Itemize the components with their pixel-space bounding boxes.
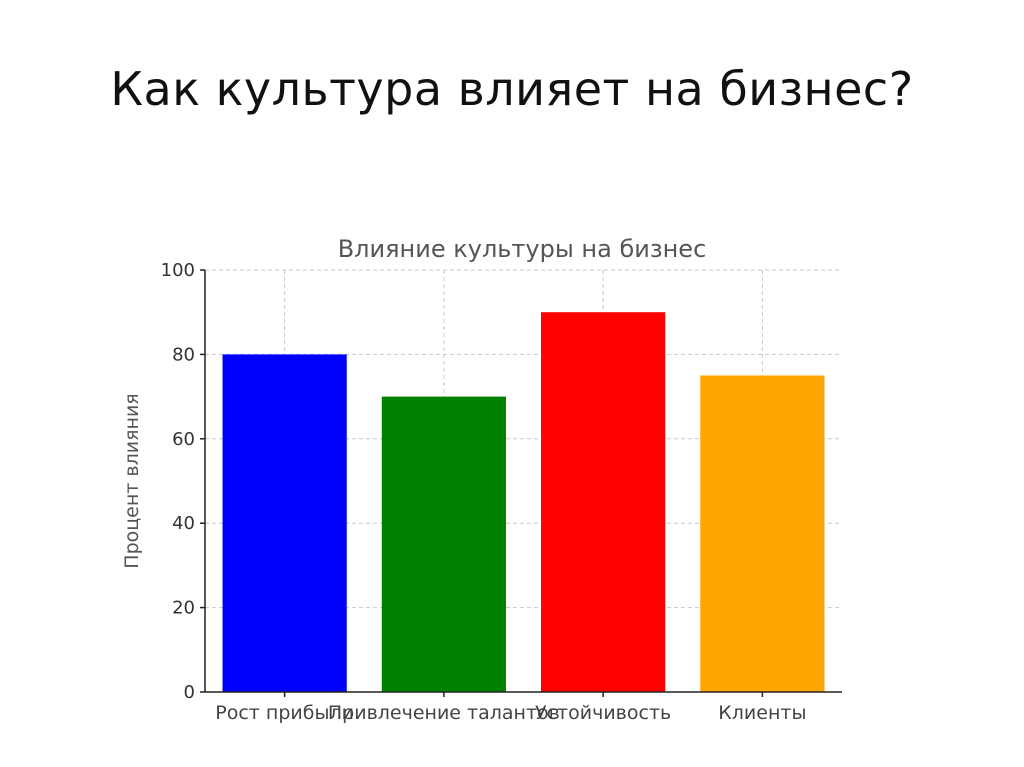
axes [200,269,842,697]
y-tick-label: 0 [184,682,195,703]
bar-3 [541,312,666,692]
y-tick-label: 80 [172,344,195,365]
bar-1 [222,354,347,692]
x-category-label: Привлечение талантов [328,702,560,724]
bars [222,312,825,692]
y-tick-label: 100 [161,260,195,281]
x-category-label: Устойчивость [535,702,671,724]
x-category-label: Клиенты [718,702,806,724]
y-axis-label: Процент влияния [121,393,143,568]
bar-4 [700,375,825,692]
chart-title: Влияние культуры на бизнес [338,235,707,263]
x-category-label: Рост прибыли [215,702,354,724]
slide-title: Как культура влияет на бизнес? [110,62,914,116]
y-tick-label: 40 [172,513,195,534]
y-tick-label: 60 [172,429,195,450]
y-tick-label: 20 [172,598,195,619]
bar-2 [381,396,506,692]
y-tick-labels: 0 20 40 60 80 100 [161,260,195,703]
